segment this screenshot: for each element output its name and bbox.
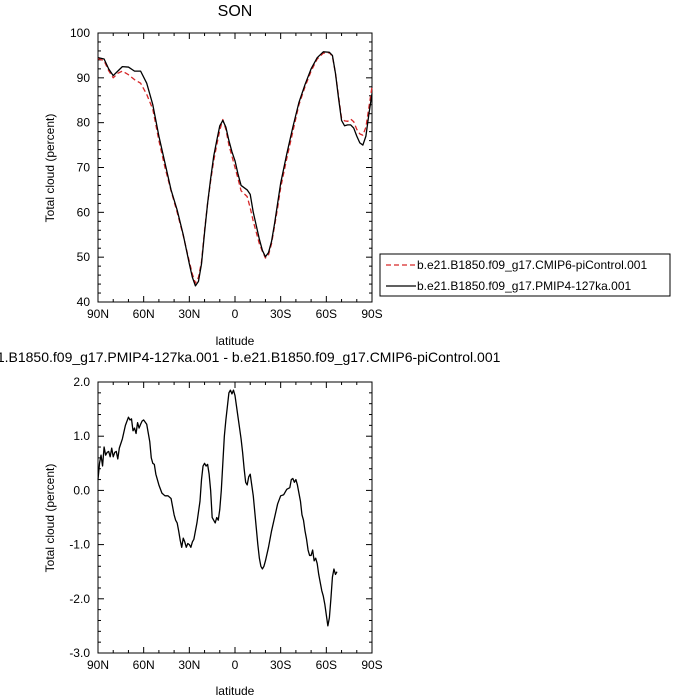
x-axis-label: latitude	[216, 684, 255, 698]
y-tick-label: 100	[70, 26, 90, 40]
y-tick-label: 80	[77, 116, 91, 130]
legend-entry-127ka: b.e21.B1850.f09_g17.PMIP4-127ka.001	[417, 279, 631, 293]
x-tick-label: 90S	[361, 658, 382, 672]
y-axis-label: Total cloud (percent)	[43, 114, 57, 223]
y-tick-label: -3.0	[69, 646, 90, 660]
x-tick-label: 60S	[316, 658, 337, 672]
chart-title: b.e21.B1850.f09_g17.PMIP4-127ka.001 - b.…	[0, 349, 501, 365]
series-line-difference	[97, 389, 338, 627]
x-tick-label: 0	[232, 307, 239, 321]
x-tick-label: 90S	[361, 307, 382, 321]
x-tick-label: 90N	[87, 307, 109, 321]
y-tick-label: -1.0	[69, 538, 90, 552]
y-tick-label: 90	[77, 71, 91, 85]
panel-bottom: b.e21.B1850.f09_g17.PMIP4-127ka.001 - b.…	[0, 349, 501, 698]
y-axis-label: Total cloud (percent)	[43, 464, 57, 573]
legend-entry-picontrol: b.e21.B1850.f09_g17.CMIP6-piControl.001	[417, 258, 647, 272]
y-tick-label: 2.0	[73, 375, 90, 389]
y-tick-label: -2.0	[69, 592, 90, 606]
x-tick-label: 60N	[133, 658, 155, 672]
y-tick-label: 0.0	[73, 483, 90, 497]
x-tick-label: 90N	[87, 658, 109, 672]
panel-top: SON latitude Total cloud (percent) b.e21…	[43, 3, 671, 348]
chart-title: SON	[218, 3, 253, 20]
y-tick-label: 40	[77, 295, 91, 309]
x-tick-label: 30S	[270, 307, 291, 321]
y-tick-label: 70	[77, 161, 91, 175]
x-axis-label: latitude	[216, 334, 255, 348]
y-tick-label: 1.0	[73, 429, 90, 443]
x-tick-label: 30S	[270, 658, 291, 672]
x-tick-label: 60S	[316, 307, 337, 321]
legend-box	[379, 253, 671, 297]
x-tick-label: 30N	[178, 658, 200, 672]
x-tick-label: 60N	[133, 307, 155, 321]
y-tick-label: 50	[77, 250, 91, 264]
x-tick-label: 30N	[178, 307, 200, 321]
y-tick-label: 60	[77, 205, 91, 219]
plot-frame	[97, 381, 373, 654]
series-line-picontrol	[97, 52, 373, 284]
x-tick-label: 0	[232, 658, 239, 672]
series-line-127ka	[97, 51, 373, 287]
legend: b.e21.B1850.f09_g17.CMIP6-piControl.001 …	[379, 253, 671, 297]
